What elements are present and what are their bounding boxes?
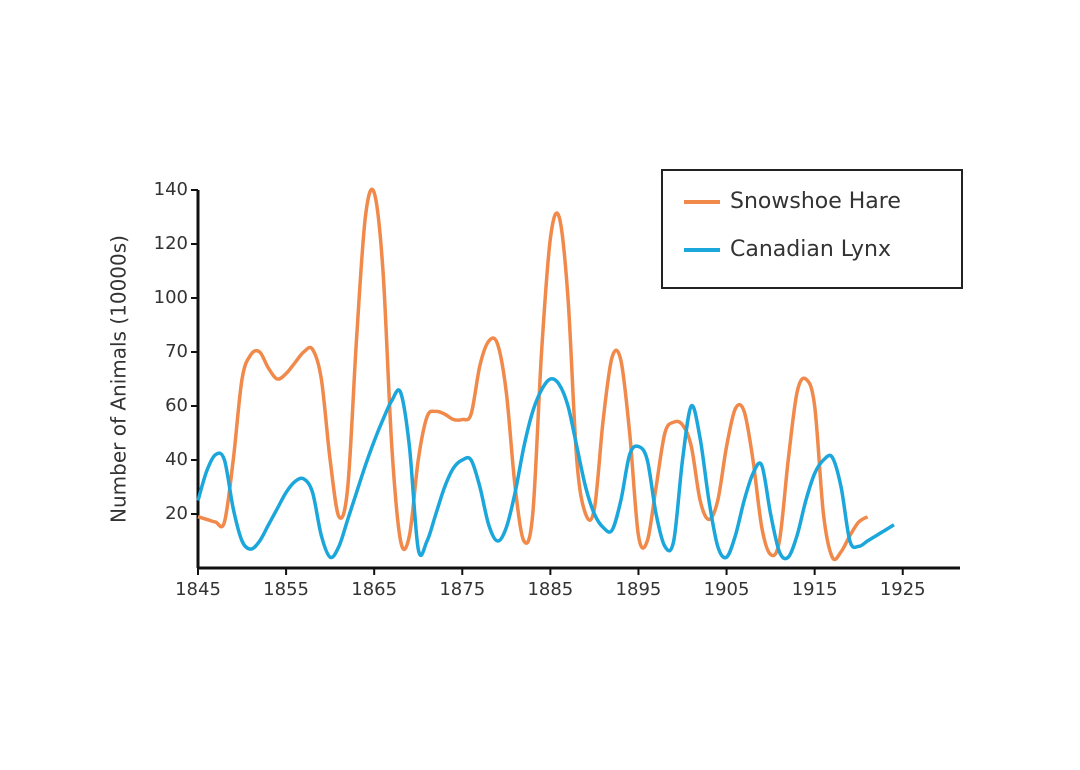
- y-tick-label: 40: [165, 449, 188, 470]
- x-tick-label: 1875: [439, 579, 485, 600]
- x-tick-label: 1915: [792, 579, 838, 600]
- x-tick-label: 1855: [263, 579, 309, 600]
- x-tick-label: 1845: [175, 579, 221, 600]
- y-tick-label: 140: [154, 179, 188, 200]
- series-line: [196, 377, 895, 561]
- y-tick-label: 100: [154, 287, 188, 308]
- y-axis-label: Number of Animals (10000s): [107, 235, 131, 523]
- x-tick-label: 1925: [880, 579, 926, 600]
- legend-box: [661, 169, 963, 289]
- x-tick-label: 1905: [704, 579, 750, 600]
- x-tick-label: 1865: [351, 579, 397, 600]
- x-tick-label: 1885: [527, 579, 573, 600]
- y-tick-label: 20: [165, 503, 188, 524]
- legend-label: Canadian Lynx: [730, 237, 891, 262]
- x-tick-label: 1895: [616, 579, 662, 600]
- series-line: [197, 187, 869, 562]
- y-tick-label: 60: [165, 395, 188, 416]
- legend-label: Snowshoe Hare: [730, 189, 901, 214]
- y-tick-label: 70: [165, 341, 188, 362]
- y-tick-label: 120: [154, 233, 188, 254]
